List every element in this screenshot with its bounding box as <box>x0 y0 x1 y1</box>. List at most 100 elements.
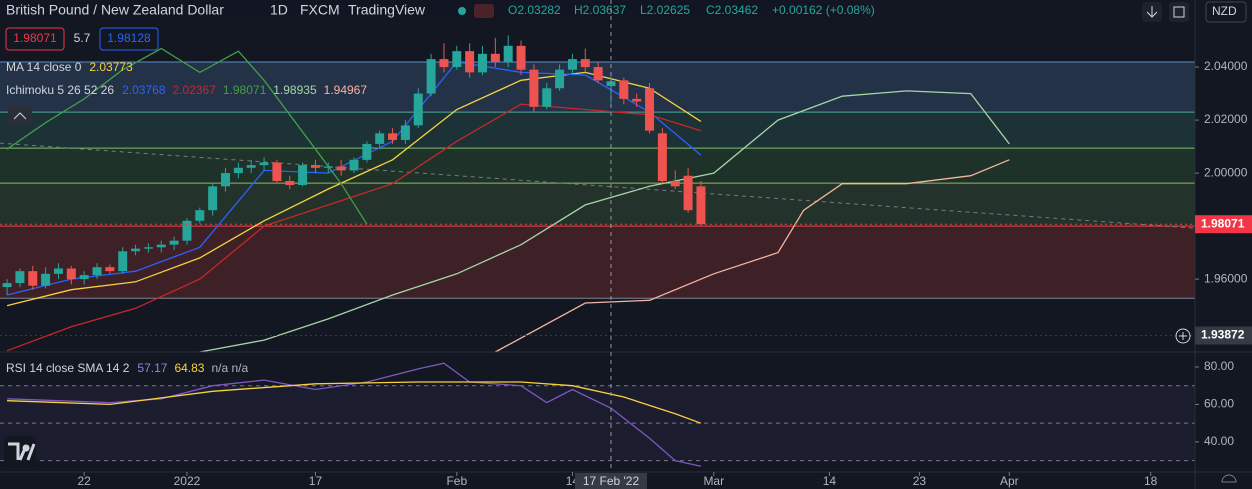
y-tick-label: 1.96000 <box>1204 271 1248 285</box>
price-tag-label: 1.98071 <box>1201 216 1245 230</box>
candle-body <box>15 271 25 284</box>
legend-value: 2.02367 <box>172 83 216 97</box>
buy-price[interactable]: 1.98128 <box>107 31 151 45</box>
x-tick-label: 14 <box>823 474 837 488</box>
legend-value: 2.03773 <box>89 60 133 74</box>
ohlc-value: L2.02625 <box>640 3 690 17</box>
candle-body <box>465 51 475 73</box>
price-tag-label: 1.93872 <box>1201 328 1245 342</box>
candle-body <box>555 69 565 89</box>
level-band <box>0 112 1195 149</box>
currency[interactable]: NZD <box>1212 4 1237 18</box>
legend-value: n/a n/a <box>211 361 248 375</box>
status-badge <box>474 4 494 18</box>
y-tick-label: 2.04000 <box>1204 59 1248 73</box>
settings-icon[interactable] <box>1221 474 1237 483</box>
candle-body <box>118 251 128 272</box>
symbol: British Pound / New Zealand Dollar <box>6 2 224 18</box>
candle-body <box>619 80 629 99</box>
candle-body <box>632 98 642 102</box>
candle-body <box>208 186 218 211</box>
legend-value: 1.98071 <box>223 83 267 97</box>
candle-body <box>516 45 526 70</box>
x-tick-label: Apr <box>1000 474 1019 488</box>
y-tick-label: 60.00 <box>1204 397 1234 411</box>
legend-value: 57.17 <box>137 361 167 375</box>
candle-body <box>542 88 552 107</box>
sell-price[interactable]: 1.98071 <box>13 31 57 45</box>
candle-body <box>426 59 436 94</box>
candle-body <box>593 67 603 81</box>
ohlc-value: O2.03282 <box>508 3 561 17</box>
candle-body <box>66 268 76 280</box>
candle-body <box>259 162 269 166</box>
candle-body <box>143 247 153 249</box>
status-dot <box>458 7 466 15</box>
x-tick-label: Mar <box>703 474 724 488</box>
candle-body <box>233 167 243 174</box>
logo <box>8 442 36 461</box>
candle-body <box>156 244 166 248</box>
ohlc-value: C2.03462 <box>706 3 758 17</box>
candle-body <box>580 59 590 68</box>
candle-body <box>131 248 141 252</box>
fullscreen-button[interactable] <box>1169 2 1189 22</box>
candle-body <box>696 186 706 225</box>
fullscreen-icon <box>1173 6 1185 18</box>
candle-body <box>246 165 256 168</box>
y-tick-label: 2.02000 <box>1204 112 1248 126</box>
collapse-icon <box>13 112 27 120</box>
candle-body <box>683 175 693 211</box>
y-tick-label: 80.00 <box>1204 359 1234 373</box>
crosshair-label: 17 Feb '22 <box>583 474 640 488</box>
candle-body <box>400 125 410 140</box>
ohlc-value: H2.03637 <box>574 3 626 17</box>
currency-select[interactable] <box>1205 1 1247 23</box>
candle-body <box>92 267 102 276</box>
candle-body <box>336 166 346 171</box>
legend-value: 2.03768 <box>122 83 166 97</box>
candle-body <box>452 51 462 68</box>
brand: TradingView <box>348 2 426 18</box>
candle-body <box>2 283 12 288</box>
candle-body <box>413 93 423 126</box>
candle-body <box>53 268 63 274</box>
level-band <box>0 226 1195 299</box>
indicator-line <box>6 61 702 296</box>
candle-body <box>28 271 38 286</box>
buy-box[interactable] <box>99 27 159 51</box>
scroll-icon <box>1146 6 1158 18</box>
candle-body <box>41 273 51 286</box>
x-tick-label: 18 <box>1144 474 1158 488</box>
candle-body <box>388 133 398 140</box>
indicator-line <box>6 103 702 352</box>
candle-body <box>298 165 308 186</box>
add-button[interactable] <box>1175 328 1191 344</box>
legend-label: Ichimoku 5 26 52 26 <box>6 83 114 97</box>
x-tick-label: 2022 <box>174 474 201 488</box>
interval: 1D <box>270 2 288 18</box>
sell-box[interactable] <box>5 27 65 51</box>
candle-body <box>310 165 320 168</box>
candle-body <box>490 53 500 62</box>
candle-body <box>529 69 539 107</box>
candle-body <box>362 143 372 160</box>
candle-body <box>169 240 179 245</box>
price-tag <box>1195 326 1252 345</box>
level-band <box>0 183 1195 227</box>
x-tick-label: 17 <box>309 474 323 488</box>
spread: 5.7 <box>74 31 91 45</box>
legend-label: RSI 14 close SMA 14 2 <box>6 361 130 375</box>
legend-label: MA 14 close 0 <box>6 60 82 74</box>
collapse-button[interactable] <box>8 106 32 126</box>
candle-body <box>375 133 385 144</box>
candle-body <box>272 162 282 182</box>
candle-body <box>182 220 192 241</box>
x-tick-label: 23 <box>913 474 927 488</box>
x-tick-label: Feb <box>446 474 467 488</box>
candle-body <box>645 88 655 131</box>
legend-value: 1.98935 <box>273 83 317 97</box>
indicator-line <box>199 90 1010 353</box>
